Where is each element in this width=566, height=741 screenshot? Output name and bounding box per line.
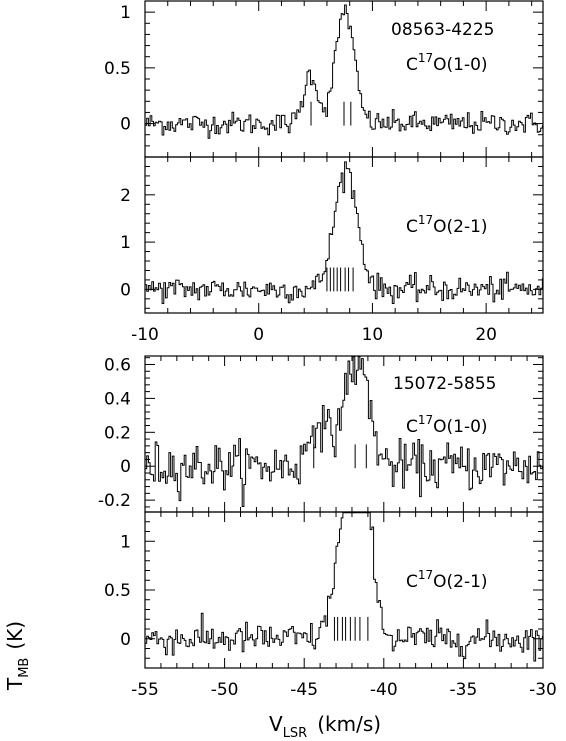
y-tick-label: 0.6: [104, 355, 131, 375]
x-axis-title-sub: LSR: [283, 726, 308, 741]
transition-label-species: C: [406, 417, 418, 437]
y-axis-title-unit: (K): [3, 621, 27, 650]
transition-label-isotope: 17: [418, 213, 433, 227]
panel-4: 0 0.5 1 -55 -50 -45 -40 -35 -30 C17O(2-1): [104, 511, 557, 700]
spectrum-line: [145, 356, 543, 507]
panel-3: -0.2 0 0.2 0.4 0.6 15072-5855 C17O(1-0): [98, 355, 544, 513]
y-tick-label: 0.5: [104, 59, 131, 79]
x-tick-label: -45: [290, 680, 318, 700]
y-tick-label: 0: [120, 457, 131, 477]
panel-2: 0 1 2 -10 0 10 20 C17O(2-1): [120, 156, 544, 345]
transition-label-isotope: 17: [418, 568, 433, 582]
transition-label-isotope: 17: [418, 413, 433, 427]
x-tick-label: -30: [529, 680, 557, 700]
x-tick-label: -55: [131, 680, 159, 700]
y-tick-label: 0.4: [104, 389, 131, 409]
x-tick-label: 0: [253, 325, 264, 345]
y-tick-label: 0: [120, 115, 131, 135]
y-tick-label: 1: [120, 233, 131, 253]
x-axis-title-unit: (km/s): [317, 712, 381, 736]
x-tick-label: 20: [475, 325, 497, 345]
transition-label-transition: O(2-1): [433, 217, 487, 237]
transition-label-species: C: [406, 572, 418, 592]
x-tick-label: -50: [211, 680, 239, 700]
y-tick-label: 0.5: [104, 581, 131, 601]
x-tick-label: -35: [450, 680, 478, 700]
x-axis-title: VLSR (km/s): [269, 712, 381, 741]
transition-label-species: C: [406, 217, 418, 237]
spectrum-line: [145, 161, 543, 304]
transition-label-transition: O(2-1): [433, 572, 487, 592]
source-label: 08563-4225: [391, 20, 494, 40]
y-axis-title-sub: MB: [17, 658, 32, 678]
source-label: 15072-5855: [393, 374, 496, 394]
transition-label-species: C: [406, 55, 418, 75]
spectrum-line: [145, 512, 543, 662]
y-axis-title: TMB (K): [3, 621, 32, 691]
x-axis-title-main: V: [269, 712, 283, 736]
transition-label: C17O(2-1): [406, 213, 488, 237]
x-tick-label: -40: [370, 680, 398, 700]
y-tick-label: 1: [120, 532, 131, 552]
x-tick-label: -10: [131, 325, 159, 345]
spectrum-line: [145, 4, 543, 139]
y-tick-label: 1: [120, 3, 131, 23]
y-tick-label: 2: [120, 186, 131, 206]
transition-label: C17O(2-1): [406, 568, 488, 592]
transition-label-transition: O(1-0): [433, 417, 487, 437]
panel-frame: [144, 156, 544, 314]
transition-label: C17O(1-0): [406, 51, 488, 75]
transition-label-isotope: 17: [418, 51, 433, 65]
y-axis-title-main: T: [3, 677, 27, 691]
y-tick-label: 0: [120, 280, 131, 300]
y-tick-label: 0.2: [104, 423, 131, 443]
x-tick-label: 10: [362, 325, 384, 345]
transition-label-transition: O(1-0): [433, 55, 487, 75]
y-tick-label: -0.2: [98, 491, 131, 511]
transition-label: C17O(1-0): [406, 413, 488, 437]
y-tick-label: 0: [120, 630, 131, 650]
panel-1: 0 0.5 1 08563-4225 C17O(1-0): [104, 0, 544, 158]
